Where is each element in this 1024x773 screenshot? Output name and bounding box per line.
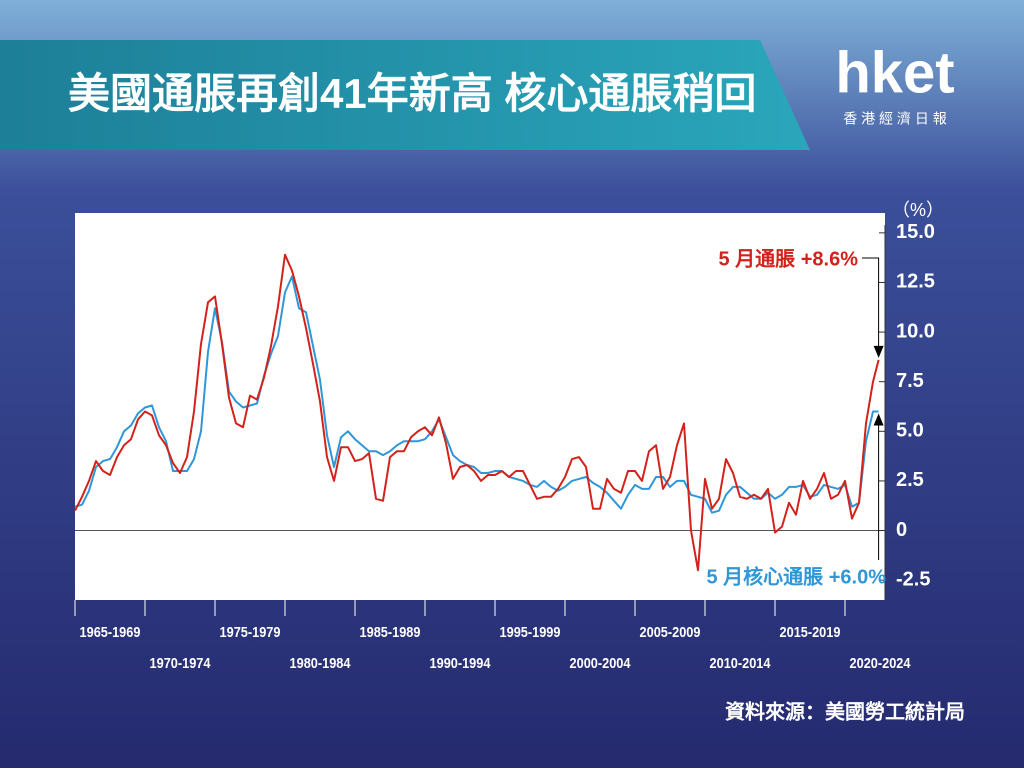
plot-area xyxy=(75,213,885,600)
x-tick-label: 1990-1994 xyxy=(430,654,491,671)
y-tick-label: 5.0 xyxy=(896,420,924,442)
x-tick-label: 2020-2024 xyxy=(850,654,911,671)
x-tick-label: 1995-1999 xyxy=(500,623,561,640)
x-tick-label: 2015-2019 xyxy=(780,623,841,640)
y-tick-label: 2.5 xyxy=(896,469,924,491)
annotation: 5 月通脹 +8.6% xyxy=(718,247,858,270)
x-tick-label: 2010-2014 xyxy=(710,654,771,671)
y-tick-label: 7.5 xyxy=(896,370,924,392)
y-tick-label: 10.0 xyxy=(896,320,935,342)
title-banner xyxy=(0,40,810,150)
logo: hket xyxy=(835,40,954,105)
x-tick-label: 2005-2009 xyxy=(640,623,701,640)
line-0 xyxy=(74,253,880,572)
arrow-head xyxy=(873,345,884,358)
arrow-head xyxy=(873,413,884,426)
y-tick-label: 0 xyxy=(896,519,907,541)
source: 資料來源：美國勞工統計局 xyxy=(725,699,965,723)
x-tick-label: 2000-2004 xyxy=(570,654,631,671)
x-tick-label: 1985-1989 xyxy=(360,623,421,640)
logo-subtitle: 香 港 經 濟 日 報 xyxy=(843,111,946,127)
x-tick-label: 1980-1984 xyxy=(290,654,351,671)
x-tick-label: 1965-1969 xyxy=(80,623,141,640)
x-tick-label: 1970-1974 xyxy=(150,654,211,671)
annotation: 5 月核心通脹 +6.0% xyxy=(706,564,886,588)
y-tick-label: 12.5 xyxy=(896,271,935,293)
x-tick-label: 1975-1979 xyxy=(220,623,281,640)
y-unit: （%） xyxy=(892,200,944,220)
y-tick-label: 15.0 xyxy=(896,221,935,243)
annotation-leader xyxy=(862,257,880,350)
title: 美國通脹再創41年新高 核心通脹稍回 xyxy=(68,70,756,117)
line-1 xyxy=(74,275,879,514)
y-tick-label: -2.5 xyxy=(896,568,930,590)
